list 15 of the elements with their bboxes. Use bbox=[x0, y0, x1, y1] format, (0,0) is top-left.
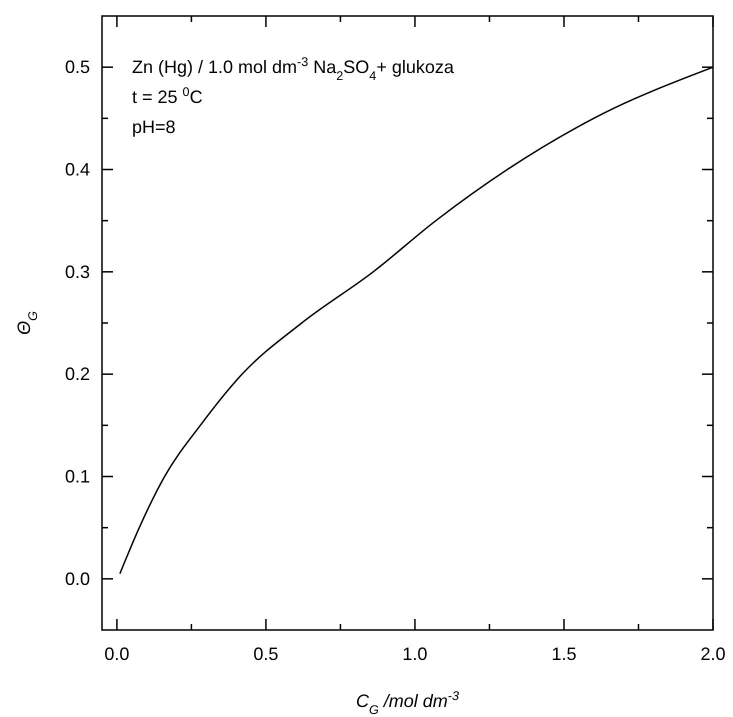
y-tick-label: 0.5 bbox=[64, 57, 90, 78]
x-tick-label: 1.0 bbox=[402, 644, 428, 664]
x-tick-label: 2.0 bbox=[700, 644, 726, 664]
y-tick-label: 0.4 bbox=[64, 160, 90, 180]
y-tick-label: 0.0 bbox=[64, 568, 90, 589]
annotation: t = 25 $^{0}$C bbox=[132, 85, 203, 107]
annotation: Zn (Hg) / 1.0 mol dm$^{-3}$ Na$_{2}$SO$_{4}$+ glukoza bbox=[132, 55, 455, 83]
y-tick-label: 0.2 bbox=[64, 364, 90, 384]
x-tick-label: 0.0 bbox=[104, 644, 130, 664]
annotation: pH=8 bbox=[132, 117, 176, 137]
y-tick-label: 0.1 bbox=[64, 466, 90, 486]
y-tick-label: 0.3 bbox=[64, 262, 90, 282]
x-axis-title: C$_{G}$ /mol dm$^{-3}$ bbox=[356, 689, 460, 717]
x-tick-label: 0.5 bbox=[253, 644, 278, 664]
x-tick-label: 1.5 bbox=[551, 644, 576, 664]
